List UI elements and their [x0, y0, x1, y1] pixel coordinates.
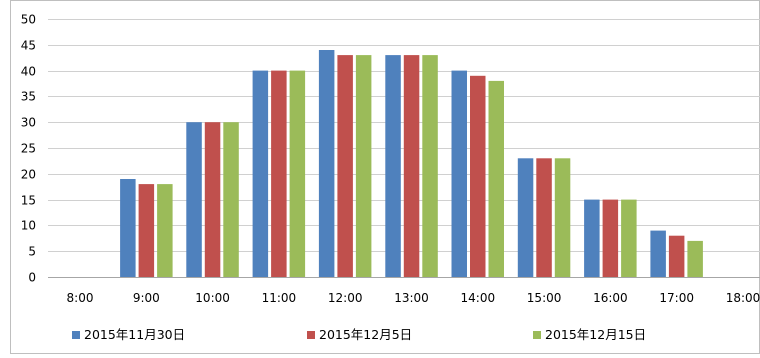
legend-item: 2015年12月5日: [307, 327, 412, 342]
y-tick-label: 5: [28, 245, 36, 259]
y-tick-label: 35: [21, 90, 36, 104]
bar-1-1300: [385, 55, 401, 277]
bar-1-1200: [318, 50, 335, 277]
bar-3-1200: [355, 55, 372, 277]
bar-3-1300: [422, 55, 438, 277]
bar-1-1400: [451, 70, 467, 277]
legend-item: 2015年11月30日: [72, 327, 185, 342]
x-tick-label: 11:00: [262, 291, 297, 305]
bar-1-1500: [517, 158, 534, 277]
bar-3-1600: [621, 199, 637, 277]
bar-2-900: [138, 184, 155, 277]
bar-1-1600: [584, 199, 600, 277]
y-tick-label: 20: [21, 168, 36, 182]
chart-frame: [10, 0, 760, 354]
bar-1-1000: [186, 122, 202, 277]
y-tick-label: 0: [28, 271, 36, 285]
y-tick-label: 45: [21, 39, 36, 53]
legend: 2015年11月30日 2015年12月5日 2015年12月15日: [72, 327, 646, 342]
legend-swatch: [307, 331, 315, 339]
y-axis-ticks: 0 5 10 15 20 25 30 35 40 45 50: [21, 13, 36, 285]
legend-label: 2015年12月15日: [545, 327, 646, 342]
x-tick-label: 8:00: [67, 291, 94, 305]
bar-2-1300: [403, 55, 420, 277]
x-tick-label: 12:00: [328, 291, 363, 305]
bar-3-1500: [554, 158, 571, 277]
bar-3-1400: [488, 80, 504, 278]
y-tick-label: 10: [21, 219, 36, 233]
y-tick-label: 50: [21, 13, 36, 27]
x-tick-label: 15:00: [527, 291, 562, 305]
bar-2-1700: [668, 235, 685, 277]
legend-swatch: [533, 331, 541, 339]
y-tick-label: 40: [21, 65, 36, 79]
legend-item: 2015年12月15日: [533, 327, 646, 342]
bar-3-1000: [223, 122, 239, 277]
x-tick-label: 16:00: [593, 291, 628, 305]
bar-1-1700: [650, 230, 666, 277]
y-tick-label: 25: [21, 142, 36, 156]
x-tick-label: 10:00: [195, 291, 230, 305]
x-axis-ticks: 8:00 9:00 10:00 11:00 12:00 13:00 14:00 15:00 16…: [67, 291, 760, 305]
bar-2-1100: [271, 70, 287, 277]
bars: [120, 50, 703, 278]
bar-2-1200: [337, 55, 353, 277]
legend-swatch: [72, 331, 80, 339]
bar-3-900: [157, 184, 173, 277]
bar-1-1100: [252, 70, 269, 277]
x-tick-label: 13:00: [394, 291, 429, 305]
x-tick-label: 18:00: [726, 291, 760, 305]
bar-3-1100: [289, 70, 306, 277]
x-tick-label: 14:00: [461, 291, 496, 305]
bar-2-1400: [470, 75, 486, 277]
bar-2-1000: [204, 122, 221, 277]
y-tick-label: 15: [21, 194, 36, 208]
bar-3-1700: [687, 240, 703, 277]
y-tick-label: 30: [21, 116, 36, 130]
legend-label: 2015年12月5日: [319, 327, 412, 342]
x-tick-label: 17:00: [659, 291, 694, 305]
x-tick-label: 9:00: [133, 291, 160, 305]
bar-1-900: [120, 179, 136, 277]
bar-2-1600: [602, 199, 619, 277]
bar-2-1500: [536, 158, 552, 277]
legend-label: 2015年11月30日: [84, 327, 185, 342]
